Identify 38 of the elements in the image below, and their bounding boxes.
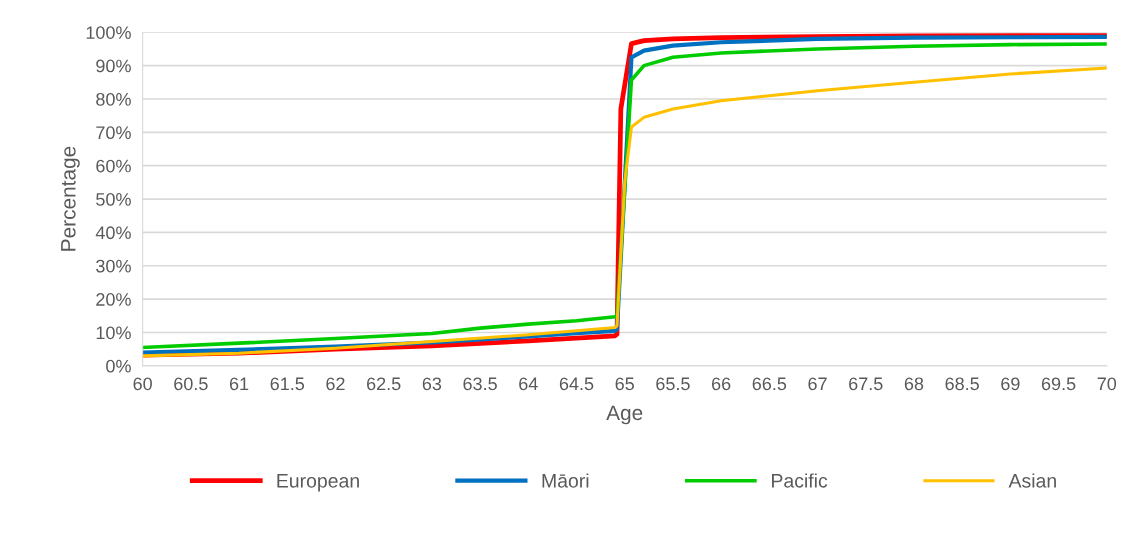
- x-tick-label: 61: [229, 377, 249, 391]
- x-tick-label: 67.5: [849, 377, 883, 391]
- legend-label: Māori: [542, 473, 589, 488]
- y-tick-label: 20%: [96, 293, 131, 306]
- x-tick-label: 70: [1097, 377, 1117, 391]
- y-tick-label: 50%: [96, 192, 131, 206]
- y-tick-label: 10%: [96, 326, 131, 340]
- x-tick-label: 65: [615, 377, 634, 391]
- legend-label: Asian: [1008, 473, 1056, 488]
- x-tick-label: 69: [1001, 377, 1020, 391]
- y-tick-label: 40%: [95, 226, 131, 240]
- x-tick-label: 68.5: [945, 377, 979, 391]
- y-axis-title: Percentage: [61, 146, 80, 251]
- x-tick-label: 64.5: [559, 377, 594, 391]
- y-tick-label: 60%: [96, 159, 131, 173]
- legend-label: Pacific: [772, 473, 828, 488]
- x-tick-label: 62.5: [367, 377, 401, 391]
- y-tick-label: 0%: [106, 359, 131, 373]
- x-tick-label: 64: [519, 377, 538, 391]
- legend-label: European: [277, 474, 359, 492]
- x-tick-label: 62: [326, 377, 345, 391]
- x-tick-label: 63: [422, 377, 442, 391]
- x-tick-label: 67: [808, 377, 827, 391]
- x-tick-label: 60.5: [174, 377, 208, 391]
- x-tick-label: 69.5: [1041, 377, 1076, 391]
- x-tick-label: 61.5: [270, 377, 305, 391]
- y-tick-label: 90%: [96, 59, 131, 73]
- x-tick-label: 66.5: [752, 377, 787, 391]
- y-tick-label: 100%: [86, 26, 131, 39]
- y-tick-label: 30%: [96, 259, 131, 273]
- x-tick-label: 63.5: [463, 377, 497, 391]
- y-tick-label: 70%: [96, 126, 131, 140]
- x-tick-label: 66: [711, 377, 731, 391]
- y-tick-label: 80%: [96, 92, 131, 106]
- x-axis-title: Age: [606, 405, 643, 425]
- x-tick-label: 65.5: [656, 377, 690, 391]
- x-tick-label: 68: [904, 377, 924, 391]
- x-tick-label: 60: [133, 377, 152, 391]
